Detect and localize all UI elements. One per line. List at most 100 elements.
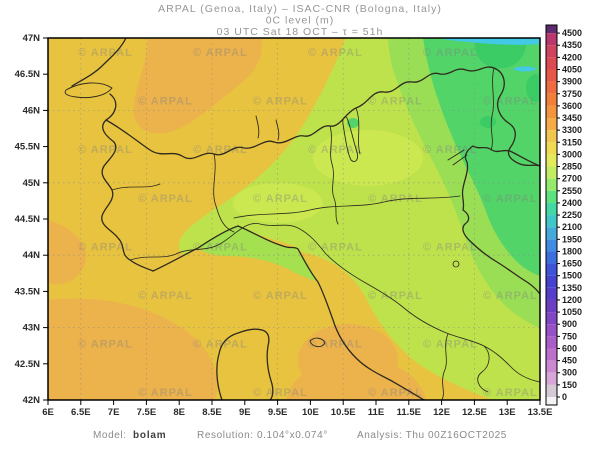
lon-tick-label: 13.5E <box>528 407 553 418</box>
arpal-watermark: © ARPAL <box>308 47 363 59</box>
colorbar-tick-label: 1050 <box>562 307 582 317</box>
colorbar-segment <box>546 385 557 397</box>
arpal-watermark: © ARPAL <box>253 290 308 302</box>
lon-tick-label: 9.5E <box>268 407 288 418</box>
colorbar-segment <box>546 276 557 288</box>
arpal-watermark: © ARPAL <box>483 290 538 302</box>
arpal-watermark: © ARPAL <box>253 193 308 205</box>
colorbar-tick-label: 450 <box>562 356 577 366</box>
colorbar-tick-label: 3900 <box>562 77 582 87</box>
colorbar-segment <box>546 45 557 57</box>
colorbar-tick-label: 1500 <box>562 271 582 281</box>
colorbar-segment <box>546 264 557 276</box>
arpal-watermark: © ARPAL <box>308 241 363 253</box>
colorbar-tick-label: 900 <box>562 319 577 329</box>
colorbar-segment <box>546 397 557 405</box>
lon-tick-label: 6E <box>42 407 54 418</box>
colorbar-segment <box>546 142 557 154</box>
resolution-label: Resolution: 0.104°x0.074° <box>197 430 328 441</box>
colorbar-tick-label: 2100 <box>562 222 582 232</box>
arpal-watermark: © ARPAL <box>423 144 478 156</box>
arpal-watermark: © ARPAL <box>368 96 423 108</box>
lon-tick-label: 10E <box>302 407 319 418</box>
colorbar-segment <box>546 106 557 118</box>
field-subtitle: 0C level (m) <box>266 15 335 27</box>
colorbar-tick-label: 2700 <box>562 174 582 184</box>
lon-tick-label: 6.5E <box>71 407 91 418</box>
model-value: bolam <box>133 430 166 441</box>
colorbar-segment <box>546 33 557 45</box>
arpal-watermark: © ARPAL <box>78 144 133 156</box>
colorbar-tick-label: 3750 <box>562 89 582 99</box>
analysis-label: Analysis: Thu 00Z16OCT2025 <box>357 430 507 441</box>
colorbar-segment <box>546 203 557 215</box>
arpal-watermark: © ARPAL <box>193 241 248 253</box>
arpal-watermark: © ARPAL <box>368 290 423 302</box>
colorbar-segment <box>546 25 557 33</box>
colorbar-segment <box>546 118 557 130</box>
arpal-watermark: © ARPAL <box>483 193 538 205</box>
lat-tick-label: 43.5N <box>15 286 40 297</box>
lon-tick-label: 12.5E <box>462 407 487 418</box>
colorbar-tick-label: 2550 <box>562 186 582 196</box>
colorbar-segment <box>546 239 557 251</box>
lon-tick-label: 7.5E <box>137 407 157 418</box>
arpal-watermark: © ARPAL <box>308 144 363 156</box>
colorbar-segment <box>546 130 557 142</box>
lon-tick-label: 9E <box>239 407 251 418</box>
lat-tick-label: 44.5N <box>15 214 40 225</box>
colorbar-segment <box>546 82 557 94</box>
colorbar-tick-label: 600 <box>562 343 577 353</box>
colorbar-segment <box>546 361 557 373</box>
arpal-watermark: © ARPAL <box>483 96 538 108</box>
colorbar-tick-label: 1800 <box>562 246 582 256</box>
colorbar-tick-label: 3300 <box>562 125 582 135</box>
colorbar-tick-label: 3150 <box>562 137 582 147</box>
lon-tick-label: 13E <box>499 407 516 418</box>
lat-tick-label: 46N <box>23 105 41 116</box>
page-title: ARPAL (Genoa, Italy) – ISAC-CNR (Bologna… <box>158 3 442 15</box>
colorbar-tick-label: 1650 <box>562 259 582 269</box>
lon-tick-label: 11.5E <box>397 407 421 418</box>
arpal-watermark: © ARPAL <box>423 47 478 59</box>
colorbar-segment <box>546 215 557 227</box>
colorbar-tick-label: 4500 <box>562 28 582 38</box>
colorbar-segment <box>546 251 557 263</box>
lon-tick-label: 8.5E <box>202 407 222 418</box>
arpal-watermark: © ARPAL <box>78 47 133 59</box>
arpal-watermark: © ARPAL <box>138 290 193 302</box>
lon-tick-label: 12E <box>433 407 450 418</box>
lat-tick-label: 45.5N <box>15 142 40 153</box>
colorbar-tick-label: 1950 <box>562 234 582 244</box>
arpal-watermark: © ARPAL <box>253 96 308 108</box>
lat-tick-label: 45N <box>23 178 41 189</box>
map-canvas: © ARPAL © ARPAL © ARPAL © ARPAL © ARPAL © ARP… <box>48 38 546 400</box>
colorbar-segment <box>546 179 557 191</box>
colorbar-tick-label: 3000 <box>562 149 582 159</box>
colorbar-segment <box>546 288 557 300</box>
arpal-watermark: © ARPAL <box>78 241 133 253</box>
colorbar-segment <box>546 300 557 312</box>
colorbar-segment <box>546 348 557 360</box>
colorbar-tick-label: 3600 <box>562 101 582 111</box>
colorbar-tick-label: 300 <box>562 368 577 378</box>
weather-map-page: ARPAL (Genoa, Italy) – ISAC-CNR (Bologna… <box>0 0 600 450</box>
contour-region-orange-tuscany <box>298 324 398 396</box>
colorbar-tick-label: 2850 <box>562 162 582 172</box>
lat-tick-label: 47N <box>23 33 41 44</box>
colorbar-segment <box>546 227 557 239</box>
colorbar-tick-label: 4350 <box>562 40 582 50</box>
colorbar-tick-label: 150 <box>562 380 577 390</box>
colorbar-segment <box>546 324 557 336</box>
arpal-watermark: © ARPAL <box>78 339 133 351</box>
arpal-watermark: © ARPAL <box>368 387 423 399</box>
lat-tick-label: 43N <box>23 323 41 334</box>
arpal-watermark: © ARPAL <box>253 387 308 399</box>
validity-time-label: 03 UTC Sat 18 OCT – τ = 51h <box>217 26 384 38</box>
longitude-axis: 6E6.5E7E7.5E8E8.5E9E9.5E10E10.5E11E11.5E… <box>42 400 552 418</box>
arpal-watermark: © ARPAL <box>138 387 193 399</box>
colorbar-segment <box>546 191 557 203</box>
colorbar-segment <box>546 69 557 81</box>
contour-region-light-patch-a <box>313 130 423 186</box>
colorbar-segment <box>546 167 557 179</box>
